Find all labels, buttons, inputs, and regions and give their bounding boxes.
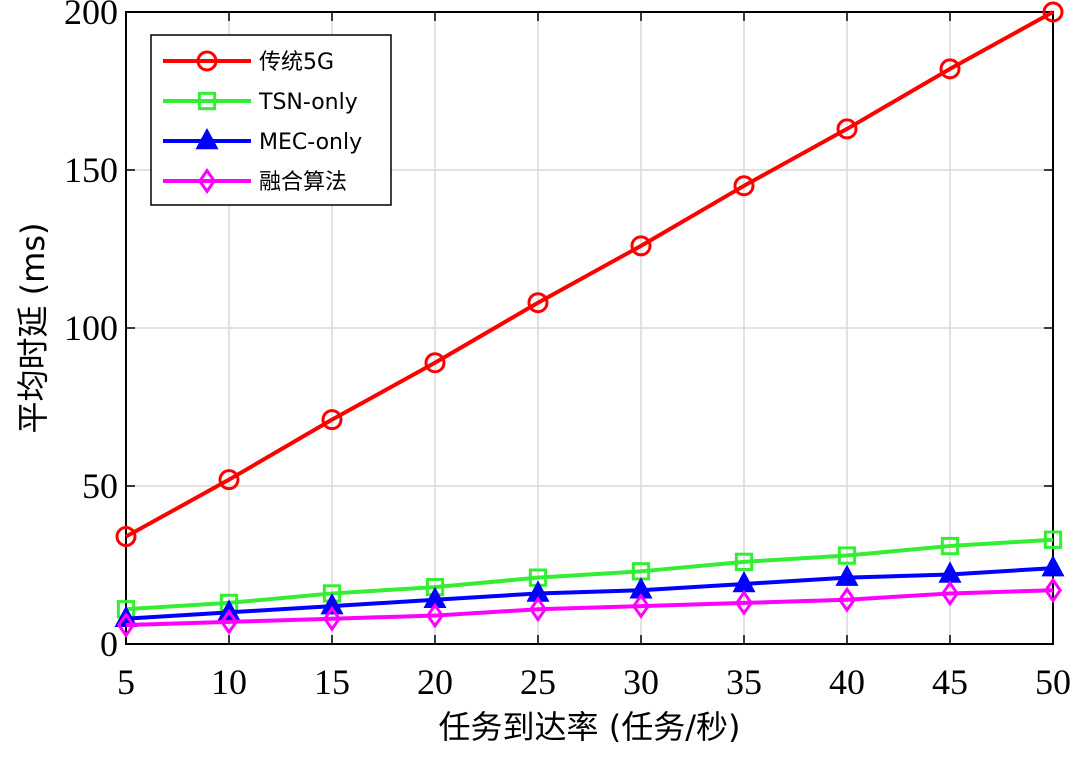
legend-label: MEC-only xyxy=(259,130,362,155)
legend-box xyxy=(150,34,392,206)
x-tick-label: 25 xyxy=(520,662,556,702)
data-point xyxy=(734,552,754,571)
data-point xyxy=(837,546,857,565)
legend-marker xyxy=(197,91,217,111)
x-tick-label: 30 xyxy=(623,662,659,702)
data-point xyxy=(1043,577,1063,604)
data-point xyxy=(1042,1,1064,23)
data-point xyxy=(320,593,344,615)
series-line xyxy=(125,537,1054,612)
data-point xyxy=(940,536,960,556)
data-point xyxy=(425,602,445,629)
data-point xyxy=(528,596,548,623)
y-tick-label: 200 xyxy=(64,0,118,32)
x-tick-label: 35 xyxy=(726,662,762,702)
data-point xyxy=(940,580,960,607)
data-point xyxy=(630,235,652,257)
legend-label: 融合算法 xyxy=(259,170,347,195)
y-tick-label: 100 xyxy=(64,308,118,348)
x-tick-label: 15 xyxy=(314,662,350,702)
x-tick-label: 20 xyxy=(417,662,453,702)
legend-marker xyxy=(195,127,219,150)
series-3 xyxy=(114,555,1065,627)
legend-label: TSN-only xyxy=(258,90,358,115)
data-point xyxy=(734,589,754,616)
data-point xyxy=(835,564,859,586)
data-point xyxy=(939,58,961,80)
x-tick-label: 40 xyxy=(829,662,865,702)
series-line xyxy=(125,10,1054,539)
data-point xyxy=(424,352,446,374)
x-tick-label: 45 xyxy=(932,662,968,702)
data-point xyxy=(837,586,857,613)
x-tick-label: 10 xyxy=(211,662,247,702)
legend-marker xyxy=(196,50,218,72)
legend-item: MEC-only xyxy=(163,127,362,155)
data-point xyxy=(631,593,651,620)
data-point xyxy=(1041,555,1065,577)
data-point xyxy=(836,118,858,140)
legend: 传统5G TSN-only MEC-only 融合算法 xyxy=(150,34,392,206)
series-line xyxy=(125,566,1054,621)
series-1 xyxy=(115,1,1064,548)
data-point xyxy=(527,292,549,314)
series-4 xyxy=(116,577,1063,639)
data-point xyxy=(321,409,343,431)
data-point xyxy=(322,605,342,632)
y-axis-label: 平均时延 (ms) xyxy=(14,223,52,434)
data-point xyxy=(733,175,755,197)
legend-marker xyxy=(197,168,217,194)
data-point xyxy=(219,608,239,635)
y-tick-label: 150 xyxy=(64,150,118,190)
y-tick-label: 50 xyxy=(82,466,118,506)
legend-item: TSN-only xyxy=(163,90,358,115)
axis-ticks: 5 10 15 20 25 30 35 40 45 50 0 50 100 150 200 xyxy=(64,0,1071,702)
data-point xyxy=(1043,530,1063,549)
data-point xyxy=(218,469,240,491)
x-tick-label: 50 xyxy=(1035,662,1071,702)
legend-item: 融合算法 xyxy=(163,168,347,195)
legend-item: 传统5G xyxy=(163,50,334,75)
y-tick-label: 0 xyxy=(100,624,118,664)
x-axis-label: 任务到达率 (任务/秒) xyxy=(439,708,741,746)
series-group xyxy=(114,1,1065,639)
legend-label: 传统5G xyxy=(259,50,334,75)
series-line xyxy=(125,588,1054,628)
data-point xyxy=(115,526,137,548)
x-tick-label: 5 xyxy=(117,662,135,702)
data-point xyxy=(116,612,136,639)
